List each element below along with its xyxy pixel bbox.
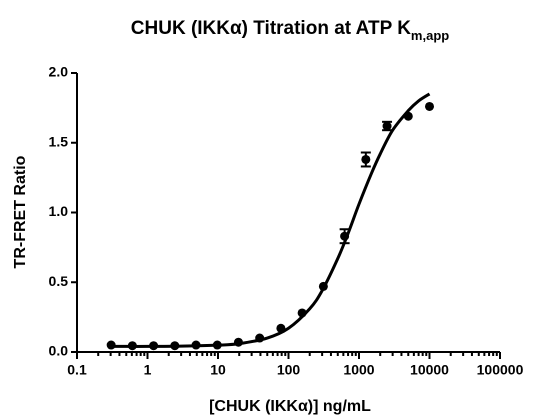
y-tick-label: 0.5 (49, 273, 69, 289)
x-tick-label: 100 (277, 362, 301, 378)
data-point (255, 333, 265, 343)
data-point (425, 101, 434, 111)
data-point (340, 231, 350, 241)
x-tick-label: 1000 (343, 362, 374, 378)
x-tick-label: 0.1 (67, 362, 87, 378)
data-point (276, 323, 286, 333)
x-tick-label: 10 (210, 362, 226, 378)
data-point (191, 340, 201, 350)
fit-curve (110, 92, 431, 348)
data-point (403, 111, 413, 121)
chart-title: CHUK (IKKα) Titration at ATP Km,app (131, 18, 449, 43)
data-point (318, 281, 328, 291)
data-point (361, 154, 371, 164)
title-subscript: m,app (411, 28, 449, 43)
data-point (297, 308, 307, 318)
y-tick-label: 1.5 (49, 133, 69, 149)
title-text: CHUK (IKKα) Titration at ATP K (131, 18, 411, 39)
data-point (382, 121, 392, 131)
data-point (233, 337, 243, 347)
data-point (127, 341, 137, 351)
data-point (149, 341, 159, 351)
data-point (170, 341, 180, 351)
data-point (106, 340, 116, 350)
x-tick-label: 1 (144, 362, 152, 378)
x-tick-label: 100000 (477, 362, 524, 378)
x-tick-label: 10000 (410, 362, 449, 378)
y-tick-label: 0.0 (49, 343, 69, 359)
data-point (212, 340, 222, 350)
y-tick-label: 1.0 (49, 203, 69, 219)
x-axis-label: [CHUK (IKKα)] ng/mL (209, 398, 371, 415)
y-axis-label: TR-FRET Ratio (12, 155, 29, 268)
y-tick-label: 2.0 (49, 64, 69, 80)
